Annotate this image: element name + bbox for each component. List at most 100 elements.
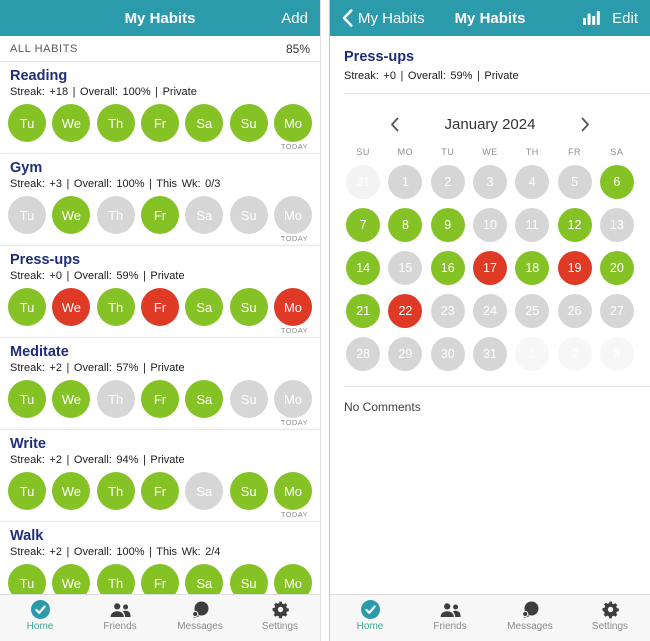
day-circle-sa[interactable]: Sa xyxy=(185,196,224,234)
calendar-day-21[interactable]: 21 xyxy=(346,294,381,328)
calendar-day-28[interactable]: 28 xyxy=(346,337,381,371)
tab-friends[interactable]: Friends xyxy=(410,600,490,641)
calendar-day-4[interactable]: 4 xyxy=(515,165,550,199)
day-circle-mo[interactable]: Mo xyxy=(273,104,312,142)
calendar-day-22[interactable]: 22 xyxy=(388,294,423,328)
tab-messages[interactable]: Messages xyxy=(160,600,240,641)
calendar-day-15[interactable]: 15 xyxy=(388,251,423,285)
tab-settings[interactable]: Settings xyxy=(570,600,650,641)
day-circle-we[interactable]: We xyxy=(52,104,91,142)
calendar-day-3[interactable]: 3 xyxy=(599,337,634,371)
day-circle-fr[interactable]: Fr xyxy=(140,288,179,326)
calendar-day-29[interactable]: 29 xyxy=(388,337,423,371)
day-circle-su[interactable]: Su xyxy=(229,380,268,418)
day-circle-fr[interactable]: Fr xyxy=(140,472,179,510)
habit-item[interactable]: Meditate Streak: +2 | Overall: 57% | Priv… xyxy=(0,338,320,430)
day-circle-tu[interactable]: Tu xyxy=(8,104,46,142)
day-circle-th[interactable]: Th xyxy=(96,380,135,418)
tab-messages[interactable]: Messages xyxy=(490,600,570,641)
habit-item[interactable]: Reading Streak: +18 | Overall: 100% | Pri… xyxy=(0,62,320,154)
day-circle-mo[interactable]: Mo xyxy=(273,196,312,234)
calendar-day-26[interactable]: 26 xyxy=(557,294,592,328)
calendar-day-31[interactable]: 31 xyxy=(472,337,507,371)
day-circle-th[interactable]: Th xyxy=(96,472,135,510)
calendar-day-14[interactable]: 14 xyxy=(346,251,381,285)
day-circle-su[interactable]: Su xyxy=(229,196,268,234)
day-circle-th[interactable]: Th xyxy=(96,288,135,326)
calendar-day-6[interactable]: 6 xyxy=(599,165,634,199)
day-circle-tu[interactable]: Tu xyxy=(8,196,46,234)
tab-home[interactable]: Home xyxy=(330,600,410,641)
calendar-day-30[interactable]: 30 xyxy=(430,337,465,371)
habit-item[interactable]: Write Streak: +2 | Overall: 94% | Private… xyxy=(0,430,320,522)
calendar-day-27[interactable]: 27 xyxy=(599,294,634,328)
tab-bar: Home Friends Messages Settings xyxy=(0,594,320,641)
day-circle-tu[interactable]: Tu xyxy=(8,288,46,326)
day-circle-we[interactable]: We xyxy=(52,472,91,510)
habit-stats: Streak: +2 | Overall: 57% | Private xyxy=(10,362,185,374)
day-circle-fr[interactable]: Fr xyxy=(140,196,179,234)
calendar-day-3[interactable]: 3 xyxy=(472,165,507,199)
habit-name: Walk xyxy=(10,528,44,544)
day-circle-sa[interactable]: Sa xyxy=(185,472,224,510)
calendar-day-2[interactable]: 2 xyxy=(557,337,592,371)
calendar-day-25[interactable]: 25 xyxy=(515,294,550,328)
calendar-day-1[interactable]: 1 xyxy=(388,165,423,199)
calendar-day-31[interactable]: 31 xyxy=(346,165,381,199)
calendar-day-24[interactable]: 24 xyxy=(472,294,507,328)
day-circle-fr[interactable]: Fr xyxy=(140,380,179,418)
tab-home[interactable]: Home xyxy=(0,600,80,641)
edit-button[interactable]: Edit xyxy=(612,9,638,27)
calendar-day-19[interactable]: 19 xyxy=(557,251,592,285)
day-circle-su[interactable]: Su xyxy=(229,104,268,142)
calendar-day-16[interactable]: 16 xyxy=(430,251,465,285)
calendar-day-20[interactable]: 20 xyxy=(599,251,634,285)
add-button[interactable]: Add xyxy=(281,9,308,27)
day-circle-tu[interactable]: Tu xyxy=(8,380,46,418)
habit-list: Reading Streak: +18 | Overall: 100% | Pri… xyxy=(0,62,320,614)
day-circle-tu[interactable]: Tu xyxy=(8,472,46,510)
calendar-day-9[interactable]: 9 xyxy=(430,208,465,242)
day-circle-fr[interactable]: Fr xyxy=(140,104,179,142)
weekday-header: SA xyxy=(610,147,624,157)
calendar-day-23[interactable]: 23 xyxy=(430,294,465,328)
calendar-day-10[interactable]: 10 xyxy=(472,208,507,242)
day-circle-th[interactable]: Th xyxy=(96,104,135,142)
habit-item[interactable]: Gym Streak: +3 | Overall: 100% | This Wk:… xyxy=(0,154,320,246)
day-circle-mo[interactable]: Mo xyxy=(273,380,312,418)
day-circle-mo[interactable]: Mo xyxy=(273,288,312,326)
calendar-day-18[interactable]: 18 xyxy=(515,251,550,285)
calendar-day-13[interactable]: 13 xyxy=(599,208,634,242)
next-month-button[interactable] xyxy=(577,117,594,132)
calendar-day-12[interactable]: 12 xyxy=(557,208,592,242)
day-circle-we[interactable]: We xyxy=(52,288,91,326)
day-circle-su[interactable]: Su xyxy=(229,472,268,510)
day-circle-sa[interactable]: Sa xyxy=(185,380,224,418)
day-circle-sa[interactable]: Sa xyxy=(185,104,224,142)
calendar-day-1[interactable]: 1 xyxy=(515,337,550,371)
stats-chart-button[interactable] xyxy=(583,11,600,25)
calendar-day-17[interactable]: 17 xyxy=(472,251,507,285)
day-circle-we[interactable]: We xyxy=(52,196,91,234)
calendar-day-2[interactable]: 2 xyxy=(430,165,465,199)
day-circle-mo[interactable]: Mo xyxy=(273,472,312,510)
back-button[interactable]: My Habits xyxy=(342,9,425,27)
day-circle-su[interactable]: Su xyxy=(229,288,268,326)
day-circle-th[interactable]: Th xyxy=(96,196,135,234)
calendar-day-7[interactable]: 7 xyxy=(346,208,381,242)
messages-icon xyxy=(190,600,210,619)
calendar-day-11[interactable]: 11 xyxy=(515,208,550,242)
weekday-header: MO xyxy=(397,147,414,157)
day-circle-sa[interactable]: Sa xyxy=(185,288,224,326)
habit-days-row: Tu We Th Fr Sa Su Mo xyxy=(8,472,312,510)
calendar-day-8[interactable]: 8 xyxy=(388,208,423,242)
day-circle-we[interactable]: We xyxy=(52,380,91,418)
habit-item[interactable]: Press-ups Streak: +0 | Overall: 59% | Pri… xyxy=(0,246,320,338)
tab-messages-label: Messages xyxy=(177,621,223,632)
prev-month-button[interactable] xyxy=(386,117,403,132)
tab-settings[interactable]: Settings xyxy=(240,600,320,641)
tab-friends[interactable]: Friends xyxy=(80,600,160,641)
calendar-day-5[interactable]: 5 xyxy=(557,165,592,199)
habit-detail-stats: Streak: +0 | Overall: 59% | Private xyxy=(344,70,519,82)
